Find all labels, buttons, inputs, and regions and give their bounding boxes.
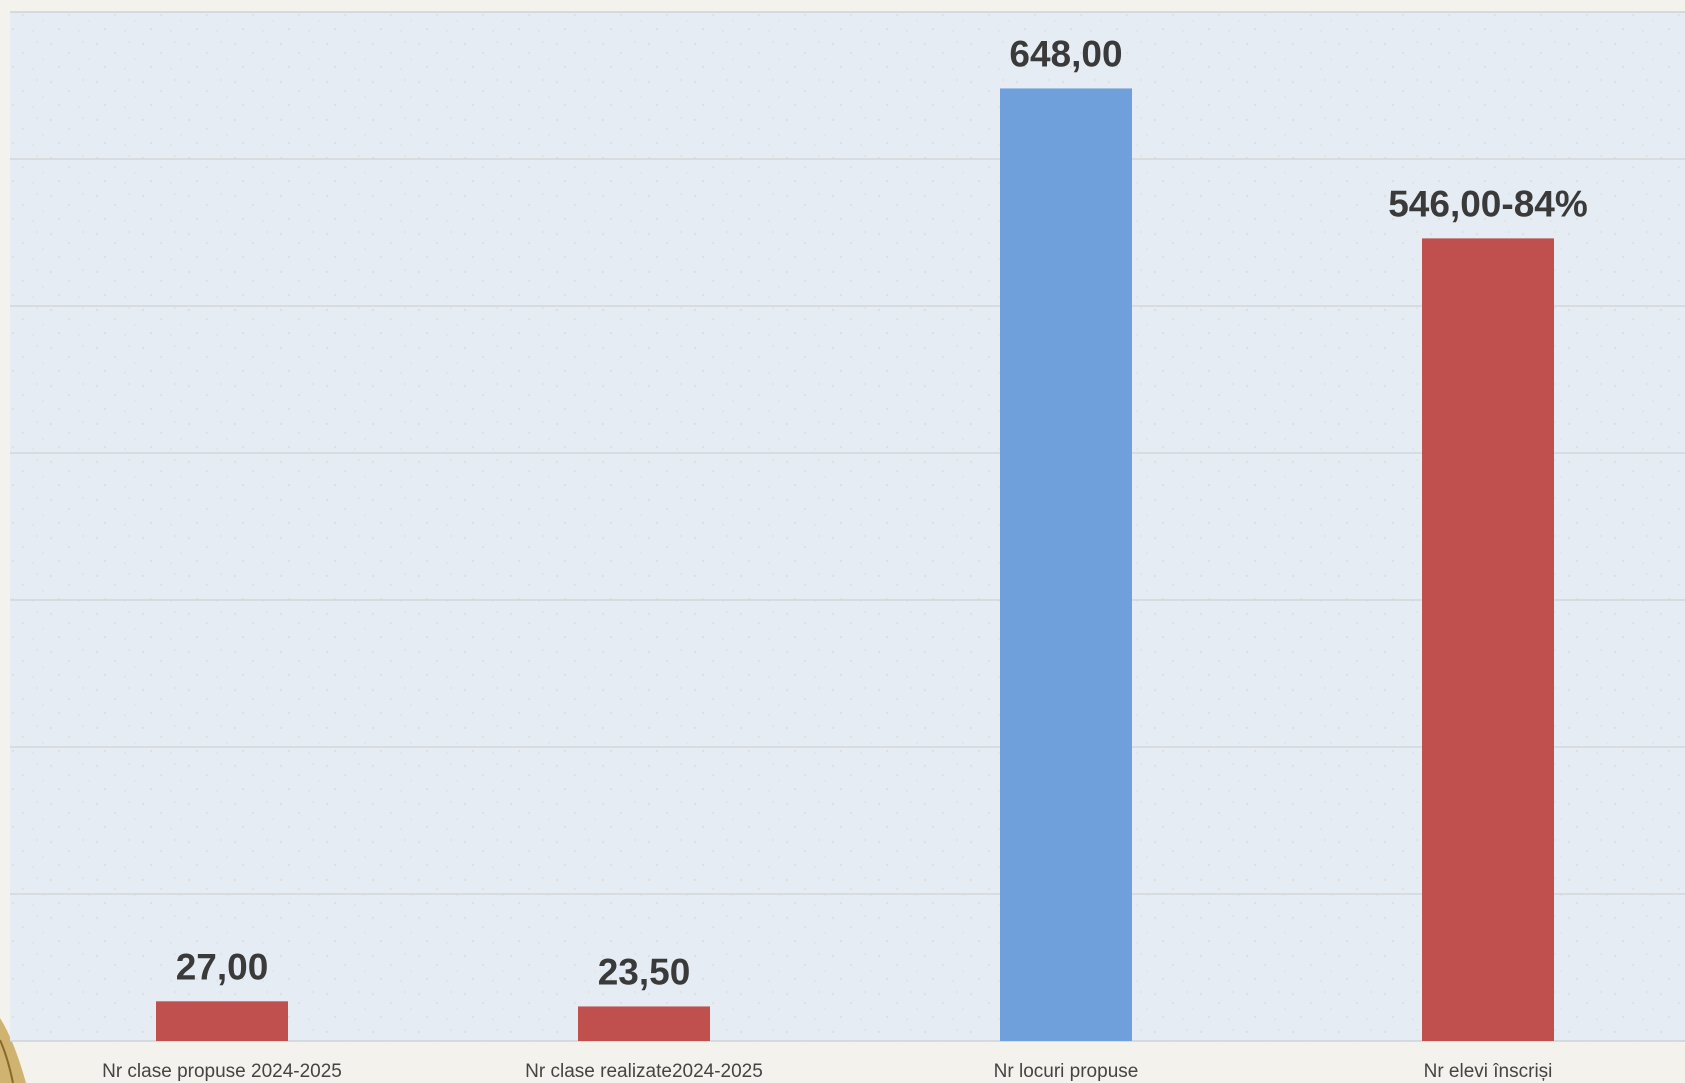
data-label-2: 23,50 [598, 951, 691, 992]
bar-2 [578, 1006, 710, 1041]
category-label-3: Nr locuri propuse [994, 1061, 1139, 1082]
bars [156, 88, 1554, 1041]
category-label-2: Nr clase realizate2024-2025 [525, 1061, 763, 1082]
gridlines [10, 11, 1685, 1042]
data-labels: 27,00 23,50 648,00 546,00-84% [176, 33, 1588, 992]
bar-1 [156, 1001, 288, 1041]
decorative-corner-ornament [0, 1018, 26, 1083]
data-label-1: 27,00 [176, 946, 269, 987]
plot-texture [10, 12, 1685, 1041]
data-label-4: 546,00-84% [1388, 183, 1588, 224]
bar-3 [1000, 88, 1132, 1041]
data-label-3: 648,00 [1009, 33, 1122, 74]
category-label-4: Nr elevi înscriși [1424, 1061, 1553, 1082]
bar-4 [1422, 238, 1554, 1041]
category-labels: Nr clase propuse 2024-2025 Nr clase reali… [102, 1061, 1552, 1082]
category-label-1: Nr clase propuse 2024-2025 [102, 1061, 342, 1082]
